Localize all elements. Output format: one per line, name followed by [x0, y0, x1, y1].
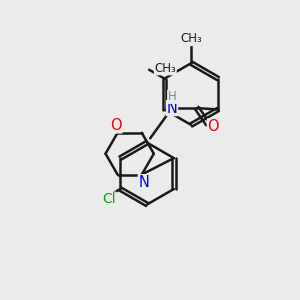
- Text: O: O: [208, 119, 219, 134]
- Text: CH₃: CH₃: [180, 32, 202, 46]
- Text: Cl: Cl: [102, 192, 116, 206]
- Text: H: H: [168, 90, 176, 104]
- Text: CH₃: CH₃: [154, 62, 176, 75]
- Text: N: N: [138, 175, 149, 190]
- Text: O: O: [110, 118, 122, 133]
- Text: N: N: [167, 100, 178, 116]
